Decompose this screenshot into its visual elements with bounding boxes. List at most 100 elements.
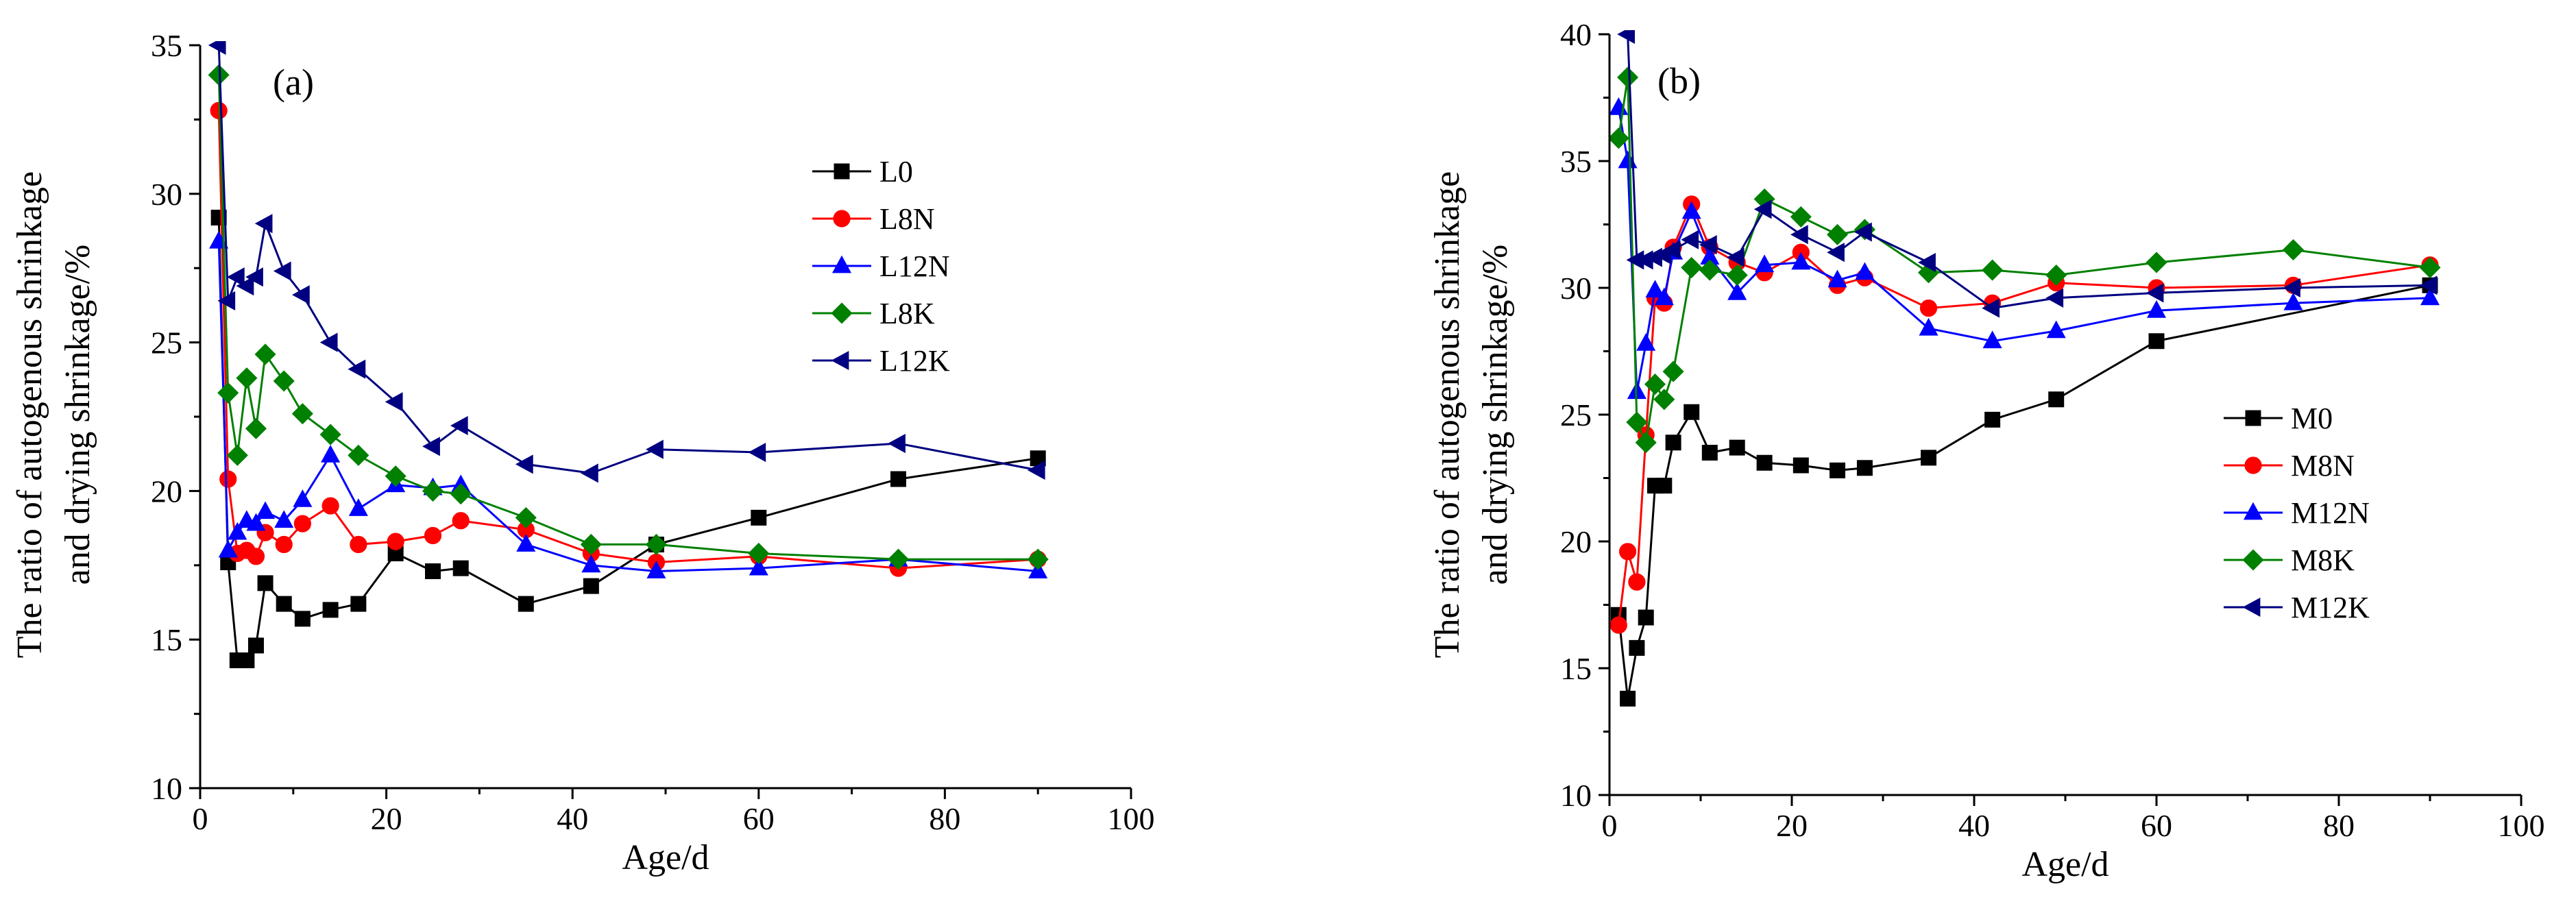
data-point-m12n — [1654, 287, 1674, 306]
legend-label-l12k: L12K — [879, 344, 950, 378]
series-m12k — [1617, 30, 2438, 318]
data-point-m12n — [1727, 282, 1747, 300]
series-layer — [208, 41, 1049, 669]
data-point-m0 — [1984, 411, 2001, 428]
data-point-m8n — [1619, 543, 1637, 561]
series-line-l0 — [217, 217, 1038, 662]
panel-label: (a) — [273, 62, 314, 103]
data-point-l8n — [424, 526, 442, 545]
legend: L0 L8N L12N L8K L12K — [812, 155, 950, 378]
data-point-l8k — [887, 548, 910, 570]
y-tick-label: 25 — [151, 326, 182, 360]
series-line-m0 — [1617, 284, 2431, 699]
x-tick-label: 60 — [743, 801, 775, 836]
data-point-l12k — [515, 454, 533, 474]
data-point-m12k — [1753, 199, 1772, 219]
data-point-l8n — [219, 470, 237, 488]
data-point-l12k — [888, 433, 906, 454]
data-point-l12n — [646, 561, 666, 578]
data-point-m12k — [1617, 30, 1635, 45]
series-m8k — [1609, 66, 2441, 454]
x-tick-label: 40 — [557, 801, 588, 836]
data-point-l12k — [581, 463, 598, 483]
data-point-l8n — [275, 535, 293, 554]
data-point-l8k — [1027, 548, 1049, 570]
data-point-m12k — [1854, 222, 1872, 242]
data-point-m0 — [1629, 639, 1645, 656]
data-point-l8n — [387, 533, 404, 550]
y-tick-label: 15 — [1560, 651, 1592, 686]
data-point-m12k — [2146, 283, 2164, 303]
data-point-m12n — [2283, 292, 2303, 310]
legend-label-m0: M0 — [2291, 402, 2333, 435]
data-point-m8k — [1826, 223, 1849, 245]
data-point-m12k — [1681, 230, 1699, 249]
data-point-l8k — [385, 465, 406, 487]
data-point-m0 — [1665, 435, 1681, 451]
data-point-l12n — [348, 498, 368, 516]
legend-marker-m8k — [2242, 549, 2264, 571]
data-point-l12n — [228, 522, 247, 540]
data-point-m8n — [1609, 616, 1627, 634]
data-point-m8k — [1681, 256, 1703, 278]
data-point-l0 — [751, 509, 767, 526]
data-point-l12n — [256, 501, 276, 519]
data-point-l12n — [749, 557, 768, 576]
data-point-m12k — [1827, 243, 1845, 262]
data-point-m12k — [2283, 278, 2300, 298]
data-point-l12k — [319, 332, 338, 352]
data-point-l0 — [452, 560, 469, 576]
data-point-m12n — [2420, 287, 2440, 306]
legend-marker-m12k — [2242, 597, 2261, 618]
data-point-m0 — [1856, 460, 1873, 476]
data-point-m12n — [1791, 252, 1811, 270]
legend-label-l8n: L8N — [879, 202, 935, 236]
data-point-l8k — [254, 343, 276, 365]
x-tick-label: 100 — [2498, 808, 2545, 843]
x-tick-label: 80 — [929, 801, 960, 836]
chart-panel-b: 0 20 40 60 80 100 10 15 20 25 30 35 40 Age/d The ratio… — [1428, 17, 2545, 884]
data-point-l12k — [226, 267, 245, 287]
legend-marker-m12n — [2243, 502, 2263, 520]
data-point-l0 — [247, 637, 264, 654]
data-point-l0 — [257, 575, 274, 591]
data-point-m8k — [1662, 360, 1684, 382]
data-point-l12k — [748, 442, 766, 463]
data-point-m8k — [2146, 252, 2167, 273]
data-point-m12n — [2046, 320, 2066, 339]
data-point-l12k — [217, 291, 236, 310]
data-point-m12n — [1681, 201, 1701, 219]
data-point-m12n — [1982, 330, 2002, 349]
data-point-m12n — [1755, 254, 1775, 273]
data-point-m12k — [1918, 252, 1936, 273]
y-axis-title: and drying shrinkage/% — [58, 245, 97, 585]
data-point-l8k — [580, 533, 602, 556]
data-point-m12n — [1636, 333, 1656, 351]
data-point-l0 — [890, 471, 906, 487]
y-tick-label: 20 — [1560, 524, 1592, 559]
legend-marker-l8k — [831, 302, 853, 324]
data-point-m12n — [1855, 262, 1875, 280]
data-point-m0 — [1830, 462, 1845, 478]
y-tick-label: 35 — [1560, 144, 1592, 179]
data-point-l8k — [450, 483, 472, 505]
legend-marker-m0 — [2245, 410, 2261, 426]
series-l12k — [208, 41, 1045, 483]
legend-label-m12k: M12K — [2291, 591, 2370, 624]
data-point-m8k — [1790, 206, 1812, 228]
data-point-l12n — [321, 445, 341, 463]
data-point-l12k — [646, 439, 664, 459]
legend: M0 M8N M12N M8K M12K — [2224, 402, 2370, 624]
data-point-l0 — [350, 596, 367, 612]
data-point-m8k — [1626, 411, 1648, 433]
data-point-m8k — [2282, 239, 2305, 261]
data-point-l8n — [293, 515, 311, 533]
data-point-l12k — [273, 261, 291, 281]
data-point-m8k — [1617, 66, 1639, 88]
data-point-m8k — [2419, 256, 2441, 278]
data-point-m8k — [1635, 432, 1657, 454]
legend-label-m12n: M12N — [2291, 496, 2370, 530]
x-tick-label: 100 — [1108, 801, 1155, 836]
series-line-m8k — [1617, 77, 2431, 446]
